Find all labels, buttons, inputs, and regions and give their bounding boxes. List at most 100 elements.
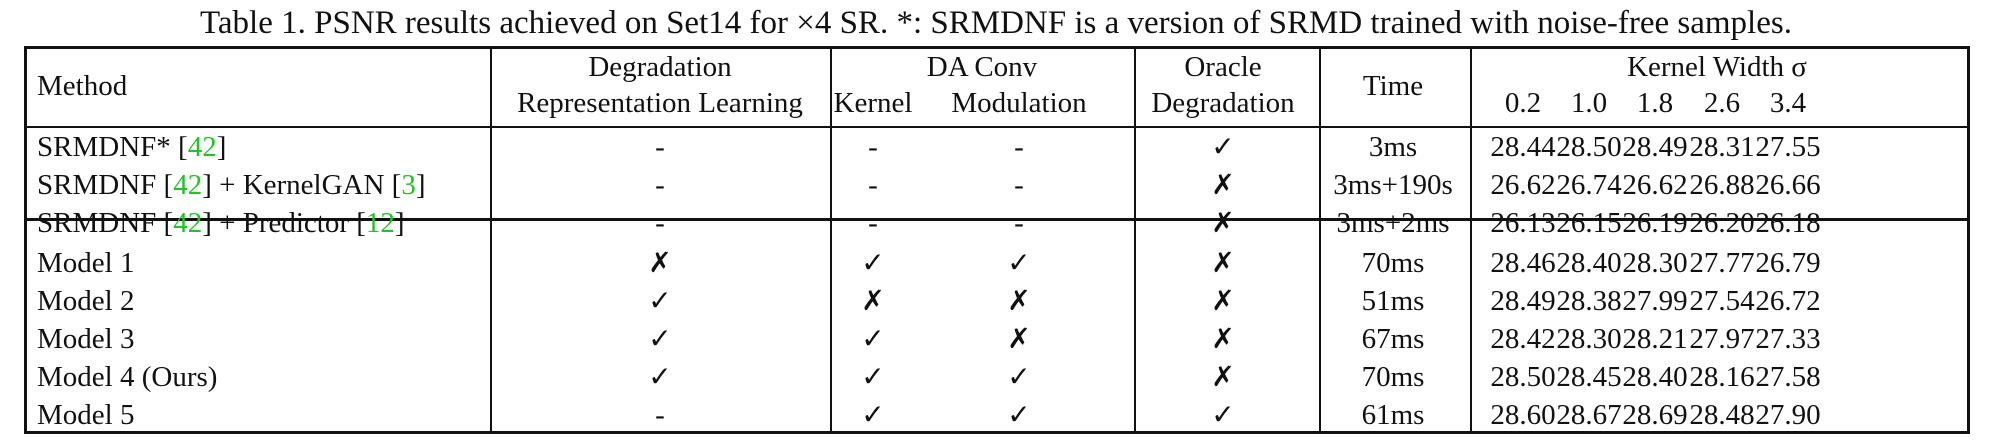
- cross-icon: ✗: [1211, 168, 1235, 201]
- psnr-cell: 27.33: [1755, 323, 1821, 355]
- psnr-cell: 28.30: [1556, 323, 1622, 355]
- method-text: SRMDNF* [: [37, 131, 188, 163]
- psnr-cell: 28.50: [1490, 361, 1556, 393]
- header-method: Method: [37, 70, 128, 102]
- cross-icon: ✗: [1211, 360, 1235, 393]
- psnr-cell: 27.55: [1755, 131, 1821, 163]
- psnr-cell: 27.77: [1689, 247, 1755, 279]
- method-text: Model 3: [37, 323, 135, 355]
- check-icon: ✓: [861, 322, 885, 355]
- citation-link[interactable]: 12: [365, 207, 395, 239]
- psnr-cell: 28.40: [1556, 247, 1622, 279]
- psnr-cell: 28.49: [1490, 285, 1556, 317]
- header-oracle-line2: Degradation: [1151, 87, 1295, 119]
- method-text: ] + Predictor [: [202, 207, 366, 239]
- header-divider: [27, 126, 1967, 128]
- group-divider: [27, 218, 1967, 221]
- psnr-cell: 28.31: [1689, 131, 1755, 163]
- psnr-cell: 28.40: [1622, 361, 1688, 393]
- check-icon: ✓: [1211, 398, 1235, 431]
- header-width-value: 2.6: [1703, 87, 1741, 119]
- psnr-cell: 26.66: [1755, 169, 1821, 201]
- dash-mark: -: [655, 399, 665, 431]
- method-cell: Model 2: [37, 284, 134, 318]
- method-cell: Model 5: [37, 398, 134, 432]
- psnr-cell: 27.58: [1755, 361, 1821, 393]
- check-icon: ✓: [648, 360, 672, 393]
- citation-link[interactable]: 3: [401, 169, 416, 201]
- dash-mark: -: [868, 207, 878, 239]
- psnr-cell: 26.19: [1622, 207, 1688, 239]
- header-width-value: 1.0: [1570, 87, 1608, 119]
- psnr-cell: 26.18: [1755, 207, 1821, 239]
- method-text: Model 5: [37, 399, 135, 431]
- psnr-cell: 28.67: [1556, 399, 1622, 431]
- method-text: SRMDNF [: [37, 169, 174, 201]
- psnr-cell: 26.13: [1490, 207, 1556, 239]
- cross-icon: ✗: [1211, 246, 1235, 279]
- cross-icon: ✗: [861, 284, 885, 317]
- dash-mark: -: [868, 131, 878, 163]
- psnr-cell: 26.79: [1755, 247, 1821, 279]
- citation-link[interactable]: 42: [173, 207, 203, 239]
- column-divider: [490, 49, 492, 431]
- dash-mark: -: [1014, 169, 1024, 201]
- header-time: Time: [1362, 70, 1424, 102]
- cross-icon: ✗: [1007, 284, 1031, 317]
- dash-mark: -: [1014, 131, 1024, 163]
- psnr-cell: 28.30: [1622, 247, 1688, 279]
- header-width-value: 0.2: [1504, 87, 1542, 119]
- dash-mark: -: [655, 169, 665, 201]
- check-icon: ✓: [648, 322, 672, 355]
- psnr-cell: 27.97: [1689, 323, 1755, 355]
- header-oracle-line1: Oracle: [1184, 51, 1262, 83]
- dash-mark: -: [655, 131, 665, 163]
- header-width-value: 3.4: [1769, 87, 1807, 119]
- psnr-cell: 26.20: [1689, 207, 1755, 239]
- cross-icon: ✗: [1211, 322, 1235, 355]
- method-text: SRMDNF [: [37, 207, 174, 239]
- method-text: ]: [394, 207, 405, 239]
- header-modulation: Modulation: [951, 87, 1087, 119]
- method-cell: Model 1: [37, 246, 134, 280]
- citation-link[interactable]: 42: [173, 169, 203, 201]
- psnr-cell: 27.54: [1689, 285, 1755, 317]
- check-icon: ✓: [861, 398, 885, 431]
- method-cell: SRMDNF [42] + Predictor [12]: [37, 206, 405, 240]
- check-icon: ✓: [861, 246, 885, 279]
- header-kernel-width: Kernel Width σ: [1627, 51, 1807, 83]
- psnr-cell: 26.62: [1490, 169, 1556, 201]
- psnr-cell: 26.74: [1556, 169, 1622, 201]
- table-caption: Table 1. PSNR results achieved on Set14 …: [200, 5, 1792, 41]
- cross-icon: ✗: [648, 246, 672, 279]
- header-drl-line2: Representation Learning: [517, 87, 803, 119]
- time-cell: 3ms: [1368, 131, 1418, 163]
- column-divider: [1134, 49, 1136, 431]
- time-cell: 61ms: [1361, 399, 1425, 431]
- method-cell: Model 3: [37, 322, 134, 356]
- column-divider: [1319, 49, 1321, 431]
- psnr-cell: 28.46: [1490, 247, 1556, 279]
- dash-mark: -: [655, 207, 665, 239]
- cross-icon: ✗: [1007, 322, 1031, 355]
- cross-icon: ✗: [1211, 206, 1235, 239]
- method-text: ]: [415, 169, 426, 201]
- dash-mark: -: [868, 169, 878, 201]
- dash-mark: -: [1014, 207, 1024, 239]
- time-cell: 3ms+2ms: [1336, 207, 1450, 239]
- citation-link[interactable]: 42: [187, 131, 217, 163]
- psnr-cell: 28.69: [1622, 399, 1688, 431]
- column-divider: [1470, 49, 1472, 431]
- header-drl-line1: Degradation: [588, 51, 732, 83]
- results-table: Method Degradation Representation Learni…: [24, 46, 1970, 434]
- psnr-cell: 28.38: [1556, 285, 1622, 317]
- method-text: Model 4 (Ours): [37, 361, 218, 393]
- psnr-cell: 28.49: [1622, 131, 1688, 163]
- column-divider: [830, 49, 832, 431]
- time-cell: 70ms: [1361, 247, 1425, 279]
- psnr-cell: 26.15: [1556, 207, 1622, 239]
- psnr-cell: 28.44: [1490, 131, 1556, 163]
- psnr-cell: 27.90: [1755, 399, 1821, 431]
- check-icon: ✓: [1007, 398, 1031, 431]
- header-width-value: 1.8: [1636, 87, 1674, 119]
